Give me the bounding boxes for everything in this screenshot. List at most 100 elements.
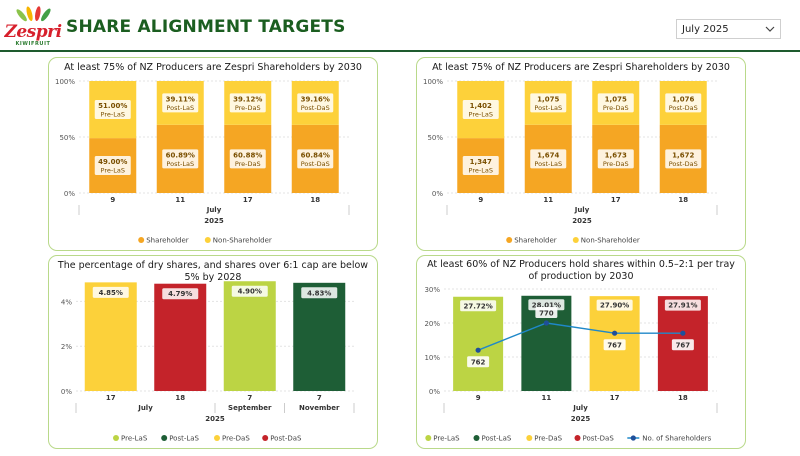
data-label-non-shareholder-box xyxy=(162,93,199,113)
x-tick-label: 7 xyxy=(247,394,252,402)
header-bar: Zespri KIWIFRUIT SHARE ALIGNMENT TARGETS… xyxy=(0,0,800,52)
line-label-box xyxy=(671,339,694,351)
shareholders-line xyxy=(477,322,683,351)
legend-marker-icon xyxy=(630,435,636,441)
logo-wordmark: Zespri xyxy=(4,22,62,42)
y-tick-label: 0% xyxy=(61,388,72,396)
data-label-shareholder-stage: Pre-LaS xyxy=(101,167,125,175)
stacked-percent-chart: 100%50%0%49.00%Pre-LaS51.00%Pre-LaS960.8… xyxy=(55,78,350,245)
data-label-non-shareholder-box xyxy=(297,93,334,113)
data-label-box xyxy=(231,285,268,297)
chevron-down-icon xyxy=(765,26,775,32)
data-label-non-shareholder-stage: Post-LaS xyxy=(166,104,194,112)
logo-leaf-icon xyxy=(39,7,53,23)
data-label-shareholder-stage: Post-DaS xyxy=(669,160,698,168)
x-group-month: July xyxy=(574,206,590,214)
x-tick-label: 11 xyxy=(543,196,553,204)
data-label-non-shareholder-stage: Post-DaS xyxy=(301,104,330,112)
x-group-year: 2025 xyxy=(204,217,224,225)
date-filter-dropdown[interactable]: July 2025 xyxy=(676,19,781,39)
line-data-label: 770 xyxy=(539,310,554,318)
chart-panel-share-ratio[interactable]: At least 60% of NZ Producers hold shares… xyxy=(416,255,746,449)
data-label: 27.72% xyxy=(464,302,493,310)
chart-panel-shareholder-count[interactable]: At least 75% of NZ Producers are Zespri … xyxy=(416,57,746,251)
x-group-month: November xyxy=(299,404,340,412)
chart-title: At least 75% of NZ Producers are Zespri … xyxy=(64,62,362,73)
line-label-box xyxy=(603,339,626,351)
line-label-box xyxy=(467,356,490,368)
bar-post-las xyxy=(293,282,346,391)
data-label-non-shareholder-box xyxy=(94,100,131,120)
data-label-box xyxy=(596,299,633,311)
data-label: 4.85% xyxy=(99,289,123,297)
x-tick-label: 18 xyxy=(678,394,688,402)
data-label-non-shareholder-stage: Pre-DaS xyxy=(235,104,261,112)
page-title: SHARE ALIGNMENT TARGETS xyxy=(66,17,346,37)
stacked-count-chart: 100%50%0%1,347Pre-LaS1,402Pre-LaS91,674P… xyxy=(423,78,718,245)
data-label-shareholder-box xyxy=(597,149,634,169)
dry-shares-bar-chart: 4% 2% 0% 4.85% 17 4.79% 18 4.90% 7 4.83% 7 July Sept… xyxy=(61,281,355,443)
data-label-shareholder: 60.89% xyxy=(166,151,195,159)
data-label-non-shareholder: 39.11% xyxy=(166,95,195,103)
legend-label: Post-DaS xyxy=(583,435,615,443)
legend-dot-icon xyxy=(574,435,581,441)
data-label-shareholder-stage: Post-DaS xyxy=(301,160,330,168)
data-label-shareholder: 60.84% xyxy=(301,151,330,159)
x-tick-label: 11 xyxy=(542,394,552,402)
line-data-label: 762 xyxy=(471,359,486,367)
y-tick-label: 0% xyxy=(64,190,75,198)
legend-label: Post-LaS xyxy=(169,435,199,443)
legend-dot-icon xyxy=(138,237,145,243)
data-label-non-shareholder-stage: Post-DaS xyxy=(669,104,698,112)
date-filter-value: July 2025 xyxy=(682,24,729,35)
data-label-non-shareholder: 1,075 xyxy=(537,95,559,103)
data-label-non-shareholder-box xyxy=(665,93,702,113)
data-label-shareholder-box xyxy=(530,149,567,169)
data-label-non-shareholder-stage: Pre-DaS xyxy=(603,104,629,112)
data-label-shareholder: 1,347 xyxy=(470,158,492,166)
y-tick-label: 20% xyxy=(424,320,440,328)
legend-label: Pre-LaS xyxy=(121,435,148,443)
y-tick-label: 30% xyxy=(424,286,440,294)
data-label-non-shareholder: 1,076 xyxy=(672,95,694,103)
data-label-box xyxy=(162,288,199,300)
data-label-box xyxy=(460,300,497,312)
legend-label: No. of Shareholders xyxy=(642,435,711,443)
data-label-non-shareholder: 1,075 xyxy=(605,95,627,103)
x-group-year: 2025 xyxy=(571,415,591,423)
y-tick-label: 0% xyxy=(432,190,443,198)
data-label-non-shareholder-box xyxy=(462,100,499,120)
bar-pre-las xyxy=(223,281,276,391)
legend-label: Non-Shareholder xyxy=(213,237,272,245)
line-data-label: 767 xyxy=(676,342,691,350)
chart-panel-shareholder-percent[interactable]: At least 75% of NZ Producers are Zespri … xyxy=(48,57,378,251)
y-tick-label: 0% xyxy=(429,388,440,396)
x-tick-label: 17 xyxy=(611,196,621,204)
data-label-non-shareholder: 39.12% xyxy=(233,95,262,103)
chart-title: At least 75% of NZ Producers are Zespri … xyxy=(432,62,730,73)
y-tick-label: 4% xyxy=(61,298,72,306)
chart-title: The percentage of dry shares, and shares… xyxy=(57,260,369,283)
zespri-logo[interactable]: Zespri KIWIFRUIT xyxy=(4,5,62,50)
data-label-non-shareholder-stage: Pre-LaS xyxy=(469,111,493,119)
data-label-shareholder-stage: Pre-LaS xyxy=(469,167,493,175)
data-label: 27.90% xyxy=(600,302,629,310)
y-tick-label: 10% xyxy=(424,354,440,362)
chart-panel-dry-shares[interactable]: The percentage of dry shares, and shares… xyxy=(48,255,378,449)
legend-dot-icon xyxy=(473,435,480,441)
x-tick-label: 18 xyxy=(678,196,688,204)
data-label-shareholder: 1,674 xyxy=(537,151,559,159)
data-label-shareholder: 60.88% xyxy=(233,151,262,159)
legend-dot-icon xyxy=(572,237,579,243)
legend-dot-icon xyxy=(506,237,513,243)
legend-label: Shareholder xyxy=(146,237,189,245)
data-label-shareholder: 49.00% xyxy=(98,158,127,166)
data-label: 4.79% xyxy=(168,290,192,298)
data-label-non-shareholder: 39.16% xyxy=(301,95,330,103)
x-tick-label: 18 xyxy=(310,196,320,204)
x-group-year: 2025 xyxy=(572,217,592,225)
y-tick-label: 100% xyxy=(423,78,443,86)
data-label-shareholder-box xyxy=(462,156,499,176)
data-label-shareholder: 1,673 xyxy=(605,151,627,159)
